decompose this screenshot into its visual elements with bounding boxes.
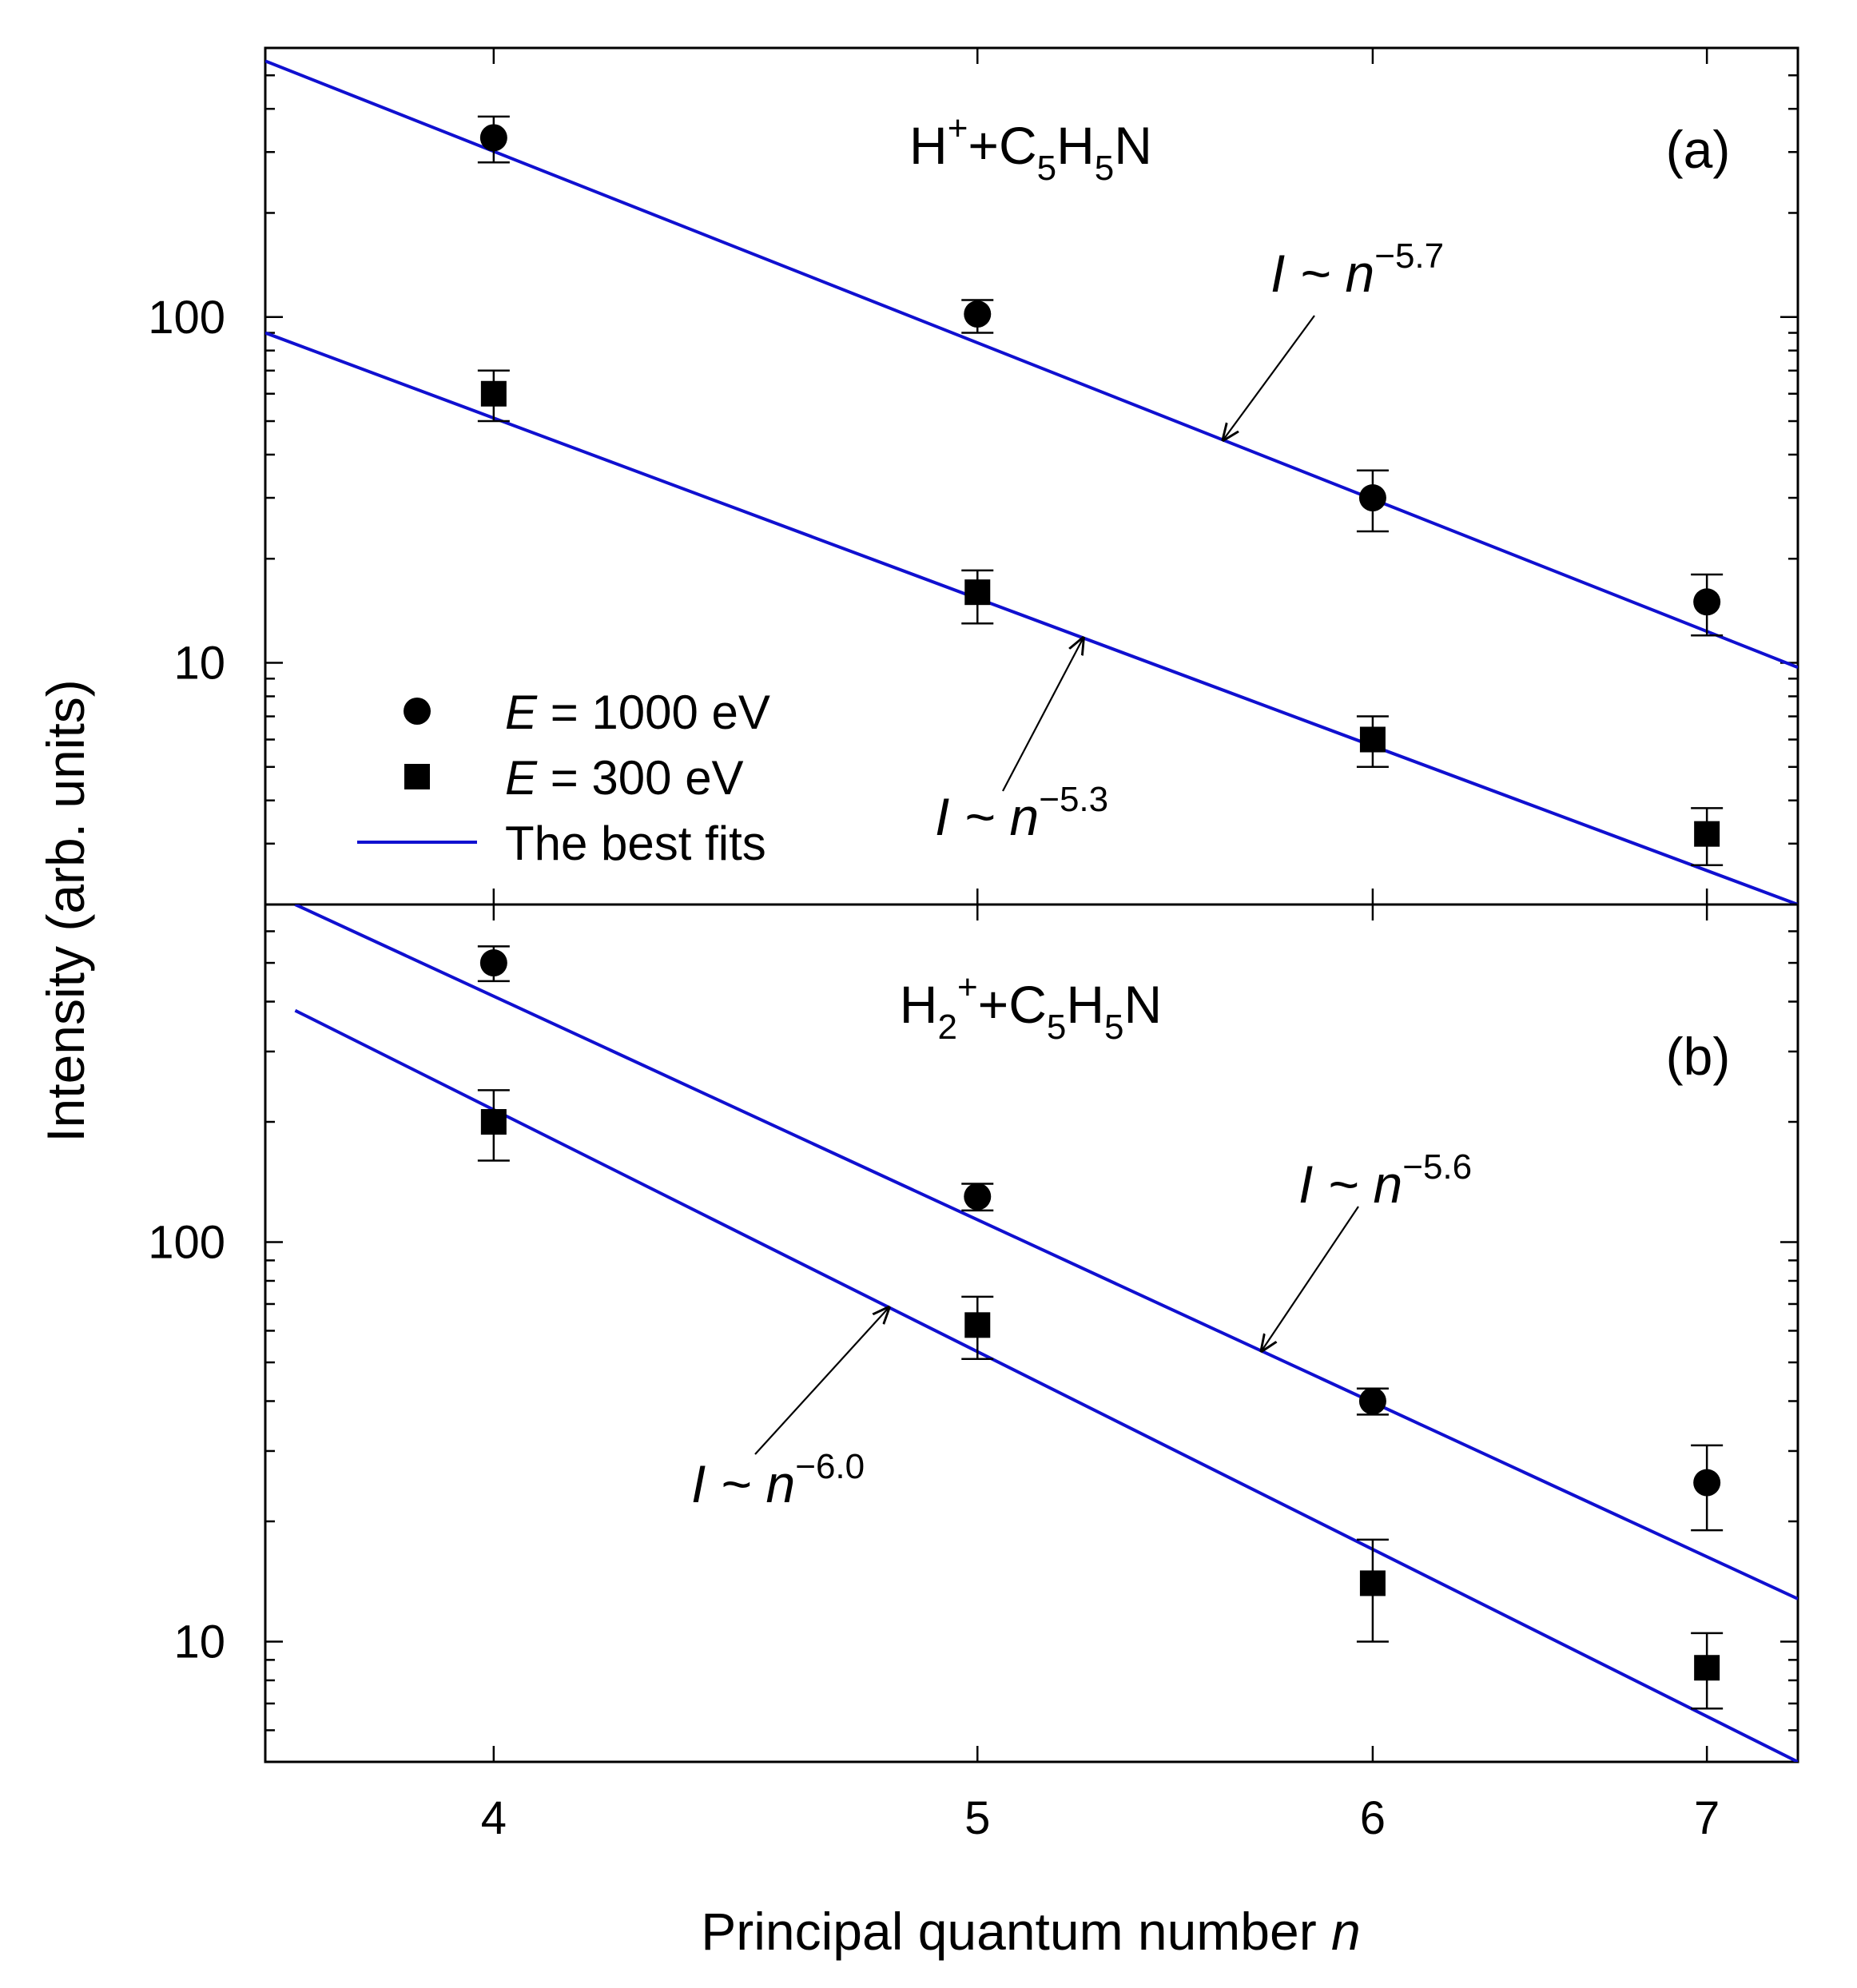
panel-tag: (b) xyxy=(1666,1027,1731,1086)
annotation-label: I ~ n−5.6 xyxy=(1298,1147,1472,1214)
data-point-circle xyxy=(479,949,507,977)
annotation-base: I ~ n xyxy=(1298,1155,1402,1214)
panel-tag: (a) xyxy=(1666,120,1731,179)
legend-text: = 300 eV xyxy=(537,751,744,805)
title-part: N xyxy=(1114,116,1152,175)
y-axis-label: Intensity (arb. units) xyxy=(36,679,95,1143)
title-part: + xyxy=(948,109,968,148)
x-tick-label: 4 xyxy=(481,1792,507,1844)
y-tick-label: 10 xyxy=(173,1616,225,1668)
y-tick-label: 10 xyxy=(173,638,225,690)
title-part: H xyxy=(1056,116,1095,175)
title-part: 2 xyxy=(937,1008,956,1047)
annotation-arrow xyxy=(1223,315,1315,440)
annotation-label: I ~ n−6.0 xyxy=(691,1447,865,1513)
data-point-square xyxy=(964,1312,991,1338)
data-point-circle xyxy=(964,300,992,328)
legend-label: E = 300 eV xyxy=(505,751,744,805)
panel-title: H++C5H5N xyxy=(909,109,1152,188)
title-part: N xyxy=(1124,975,1163,1034)
annotation-base: I ~ n xyxy=(935,787,1039,846)
plot-frame xyxy=(264,903,1799,1763)
data-point-circle xyxy=(1693,1469,1721,1497)
data-point-circle xyxy=(964,1183,992,1211)
title-part: 5 xyxy=(1095,149,1114,188)
data-point-circle xyxy=(479,124,507,152)
title-part: 5 xyxy=(1037,149,1056,188)
legend-marker-circle xyxy=(404,698,431,725)
legend-italic: E xyxy=(505,686,538,739)
y-tick-label: 100 xyxy=(148,292,225,344)
data-point-circle xyxy=(1693,588,1721,616)
annotation-label: I ~ n−5.3 xyxy=(935,780,1108,846)
title-part: 5 xyxy=(1047,1008,1066,1047)
x-tick-label: 6 xyxy=(1360,1792,1386,1844)
fit-line-fit-300eV xyxy=(265,331,1798,905)
legend-italic: E xyxy=(505,751,538,805)
annotation-label: I ~ n−5.7 xyxy=(1270,237,1444,303)
data-point-circle xyxy=(1358,484,1386,512)
legend-label: E = 1000 eV xyxy=(505,686,770,739)
data-point-square xyxy=(480,380,507,407)
annotation-arrow xyxy=(754,1307,889,1455)
title-part: H xyxy=(900,975,938,1034)
title-part: H xyxy=(909,116,948,175)
plot-frame xyxy=(264,46,1799,906)
data-point-circle xyxy=(1358,1387,1386,1415)
annotation-base: I ~ n xyxy=(1270,244,1374,303)
legend-text: The best fits xyxy=(505,817,766,870)
y-tick-label: 100 xyxy=(148,1217,225,1269)
data-point-square xyxy=(480,1109,507,1135)
x-axis-label-var: n xyxy=(1331,1902,1361,1961)
annotation-base: I ~ n xyxy=(691,1454,795,1513)
panel-title: H2++C5H5N xyxy=(900,968,1162,1047)
annotation-arrow xyxy=(1262,1206,1359,1351)
title-part: +C xyxy=(968,116,1036,175)
x-axis-label-text: Principal quantum number xyxy=(701,1902,1331,1961)
x-axis-label: Principal quantum number n xyxy=(701,1902,1360,1961)
x-tick-label: 5 xyxy=(964,1792,990,1844)
legend-marker-square xyxy=(404,764,430,789)
title-part: H xyxy=(1066,975,1104,1034)
data-point-square xyxy=(1694,1655,1720,1681)
fit-line-fit-1000eV xyxy=(265,59,1798,670)
legend-text: = 1000 eV xyxy=(537,686,770,739)
title-part: +C xyxy=(978,975,1047,1034)
x-tick-label: 7 xyxy=(1694,1792,1720,1844)
data-point-square xyxy=(964,579,991,606)
annotation-exponent: −6.0 xyxy=(795,1447,865,1486)
legend-label: The best fits xyxy=(505,817,766,870)
title-part: 5 xyxy=(1104,1008,1123,1047)
annotation-exponent: −5.6 xyxy=(1402,1147,1472,1187)
annotation-exponent: −5.7 xyxy=(1374,237,1444,276)
annotation-exponent: −5.3 xyxy=(1039,780,1108,819)
annotation-arrow xyxy=(1002,638,1084,792)
data-point-square xyxy=(1359,1570,1386,1596)
fit-line-fit-1000eV xyxy=(294,905,1798,1600)
data-point-square xyxy=(1694,821,1720,847)
fit-line-fit-300eV xyxy=(294,1008,1798,1762)
title-part: + xyxy=(957,968,978,1007)
data-point-square xyxy=(1359,726,1386,753)
